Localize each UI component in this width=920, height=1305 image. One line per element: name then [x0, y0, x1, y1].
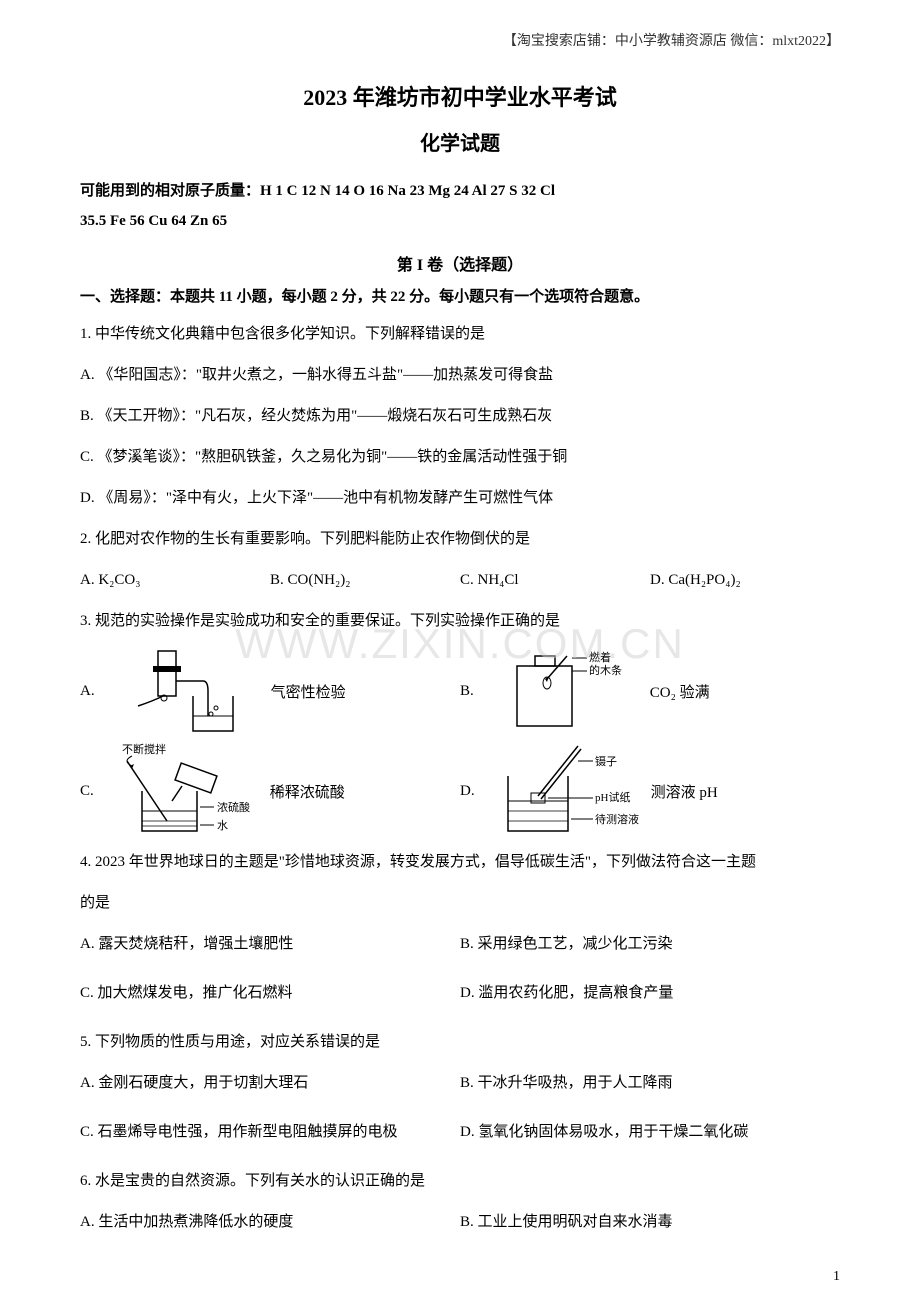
- q4-stem2: 的是: [80, 887, 840, 920]
- q3-b-label: CO₂ 验满: [650, 681, 710, 702]
- q4-stem1: 4. 2023 年世界地球日的主题是"珍惜地球资源，转变发展方式，倡导低碳生活"…: [80, 846, 840, 879]
- q3-c-diagram: 不断搅拌 浓硫酸 水: [102, 746, 262, 836]
- section-label: 第 I 卷（选择题）: [80, 251, 840, 275]
- q3-d-diagram: 镊子 pH试纸 待测溶液: [483, 746, 643, 836]
- q6-opt-b: B. 工业上使用明矾对自来水消毒: [460, 1206, 840, 1239]
- q1-opt-a: A. 《华阳国志》："取井火煮之，一斛水得五斗盐"——加热蒸发可得食盐: [80, 359, 840, 392]
- q3-opt-b: B. 燃着 的木条 CO₂ 验满: [460, 646, 840, 736]
- q6-stem: 6. 水是宝贵的自然资源。下列有关水的认识正确的是: [80, 1165, 840, 1198]
- atomic-mass-line2: 35.5 Fe 56 Cu 64 Zn 65: [80, 213, 227, 229]
- svg-text:水: 水: [217, 819, 228, 832]
- q3-d-prefix: D.: [460, 783, 475, 800]
- q3-a-diagram: [103, 646, 263, 736]
- q3-c-prefix: C.: [80, 783, 94, 800]
- q3-opt-c: C. 不断搅拌 浓硫酸 水 稀释浓硫酸: [80, 746, 460, 836]
- q1-opt-b: B. 《天工开物》："凡石灰，经火焚炼为用"——煅烧石灰石可生成熟石灰: [80, 400, 840, 433]
- svg-text:浓硫酸: 浓硫酸: [217, 800, 250, 814]
- q3-opt-a: A. 气密性检验: [80, 646, 460, 736]
- q4-opt-d: D. 滥用农药化肥，提高粮食产量: [460, 977, 840, 1010]
- q4-opt-c: C. 加大燃煤发电，推广化石燃料: [80, 977, 460, 1010]
- q3-a-label: 气密性检验: [271, 681, 346, 702]
- q5-opt-b: B. 干冰升华吸热，用于人工降雨: [460, 1067, 840, 1100]
- header-note: 【淘宝搜索店铺：中小学教辅资源店 微信：mlxt2022】: [80, 30, 840, 50]
- q1-opt-c: C. 《梦溪笔谈》："熬胆矾铁釜，久之易化为铜"——铁的金属活动性强于铜: [80, 441, 840, 474]
- svg-text:pH试纸: pH试纸: [595, 791, 630, 804]
- q2-opt-b: B. CO(NH₂)₂: [270, 564, 460, 597]
- svg-text:的木条: 的木条: [589, 663, 622, 677]
- title-sub: 化学试题: [80, 127, 840, 156]
- q1-stem: 1. 中华传统文化典籍中包含很多化学知识。下列解释错误的是: [80, 318, 840, 351]
- q5-opt-d: D. 氢氧化钠固体易吸水，用于干燥二氧化碳: [460, 1116, 840, 1149]
- svg-text:镊子: 镊子: [595, 755, 617, 768]
- section-desc: 一、选择题：本题共 11 小题，每小题 2 分，共 22 分。每小题只有一个选项…: [80, 285, 840, 306]
- q4-opt-a: A. 露天焚烧秸秆，增强土壤肥性: [80, 928, 460, 961]
- page-number: 1: [833, 1269, 840, 1285]
- title-main: 2023 年潍坊市初中学业水平考试: [80, 80, 840, 112]
- q3-opt-d: D. 镊子 pH试纸 待测溶液 测溶液 pH: [460, 746, 840, 836]
- q2-opt-d: D. Ca(H₂PO₄)₂: [650, 564, 840, 597]
- q5-opt-c: C. 石墨烯导电性强，用作新型电阻触摸屏的电极: [80, 1116, 460, 1149]
- q3-d-label: 测溶液 pH: [651, 781, 718, 802]
- q3-b-diagram: 燃着 的木条: [482, 646, 642, 736]
- q3-c-label: 稀释浓硫酸: [270, 781, 345, 802]
- q2-stem: 2. 化肥对农作物的生长有重要影响。下列肥料能防止农作物倒伏的是: [80, 523, 840, 556]
- q5-opt-a: A. 金刚石硬度大，用于切割大理石: [80, 1067, 460, 1100]
- atomic-mass: 可能用到的相对原子质量：H 1 C 12 N 14 O 16 Na 23 Mg …: [80, 176, 840, 236]
- q3-a-prefix: A.: [80, 683, 95, 700]
- q2-opt-a: A. K₂CO₃: [80, 564, 270, 597]
- q2-opt-c: C. NH₄Cl: [460, 564, 650, 597]
- q3-c-annot-stir: 不断搅拌: [122, 742, 166, 756]
- q5-stem: 5. 下列物质的性质与用途，对应关系错误的是: [80, 1026, 840, 1059]
- q3-b-prefix: B.: [460, 683, 474, 700]
- q4-opt-b: B. 采用绿色工艺，减少化工污染: [460, 928, 840, 961]
- svg-text:燃着: 燃着: [589, 650, 611, 664]
- atomic-mass-line1: 可能用到的相对原子质量：H 1 C 12 N 14 O 16 Na 23 Mg …: [80, 183, 555, 199]
- q3-stem: 3. 规范的实验操作是实验成功和安全的重要保证。下列实验操作正确的是: [80, 605, 840, 638]
- q1-opt-d: D. 《周易》："泽中有火，上火下泽"——池中有机物发酵产生可燃性气体: [80, 482, 840, 515]
- svg-text:待测溶液: 待测溶液: [595, 812, 639, 826]
- q6-opt-a: A. 生活中加热煮沸降低水的硬度: [80, 1206, 460, 1239]
